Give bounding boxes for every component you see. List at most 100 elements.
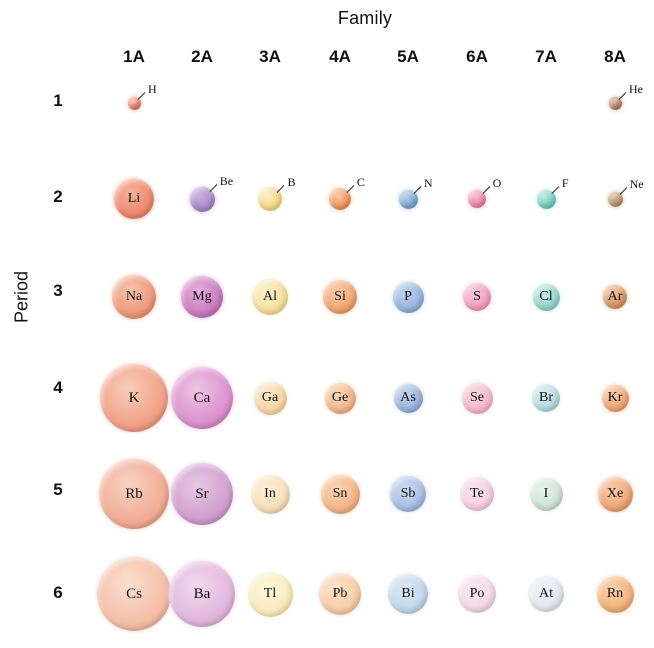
element-circle-tl: Tl (247, 571, 293, 617)
element-circle-po: Po (458, 575, 496, 613)
element-circle-i: I (529, 477, 563, 511)
leader-line-ne (619, 187, 628, 196)
element-symbol-k: K (128, 389, 140, 406)
element-circle-sr: Sr (171, 463, 233, 525)
family-header-8a: 8A (604, 47, 626, 66)
element-label-be: Be (219, 174, 234, 189)
element-circle-ba: Ba (169, 561, 235, 627)
family-axis-title: Family (337, 8, 393, 28)
element-symbol-i: I (543, 486, 549, 501)
element-circle-as: As (393, 383, 423, 413)
period-number-5: 5 (53, 480, 63, 499)
element-circle-ca: Ca (171, 367, 233, 429)
element-symbol-p: P (404, 289, 412, 304)
element-circle-n (398, 189, 418, 209)
element-symbol-br: Br (539, 390, 553, 405)
element-circle-c (329, 188, 351, 210)
element-circle-k: K (100, 364, 168, 432)
element-circle-rb: Rb (99, 459, 169, 529)
element-symbol-ba: Ba (193, 585, 211, 602)
element-circle-bi: Bi (388, 574, 428, 614)
element-circle-cs: Cs (97, 557, 171, 631)
element-circle-mg: Mg (181, 276, 223, 318)
family-header-1a: 1A (123, 47, 145, 66)
element-symbol-ge: Ge (331, 390, 349, 405)
element-circle-f (536, 189, 556, 209)
element-symbol-mg: Mg (192, 289, 212, 304)
family-header-4a: 4A (329, 47, 351, 66)
leader-line-be (209, 184, 218, 193)
family-header-7a: 7A (535, 47, 557, 66)
element-label-o: O (492, 176, 502, 191)
element-circle-li: Li (114, 179, 154, 219)
element-symbol-si: Si (334, 289, 346, 304)
period-number-6: 6 (53, 583, 63, 602)
leader-line-n (413, 186, 422, 195)
element-circle-se: Se (461, 382, 493, 414)
element-symbol-sn: Sn (332, 486, 348, 501)
element-circle-kr: Kr (601, 384, 629, 412)
period-number-3: 3 (53, 281, 63, 300)
element-circle-rn: Rn (596, 575, 634, 613)
element-symbol-as: As (400, 390, 416, 405)
element-circle-ge: Ge (324, 382, 356, 414)
element-circle-br: Br (532, 384, 560, 412)
element-circle-sn: Sn (320, 474, 360, 514)
element-label-f: F (561, 176, 569, 191)
element-circle-te: Te (460, 477, 494, 511)
period-number-2: 2 (53, 187, 63, 206)
leader-line-f (551, 186, 560, 195)
element-circle-xe: Xe (597, 476, 633, 512)
element-circle-cl: Cl (532, 283, 560, 311)
element-symbol-po: Po (469, 586, 485, 601)
element-circle-na: Na (112, 275, 156, 319)
element-symbol-te: Te (470, 486, 484, 501)
element-circle-sb: Sb (390, 476, 426, 512)
element-symbol-s: S (473, 289, 481, 304)
element-label-c: C (356, 175, 365, 190)
element-symbol-sb: Sb (400, 486, 416, 501)
element-symbol-al: Al (263, 289, 277, 304)
element-symbol-bi: Bi (401, 586, 415, 601)
element-symbol-na: Na (125, 289, 143, 304)
leader-line-h (137, 92, 146, 101)
element-circle-s: S (463, 283, 491, 311)
family-header-5a: 5A (397, 47, 419, 66)
element-symbol-ca: Ca (193, 389, 211, 406)
leader-line-he (618, 92, 627, 101)
element-symbol-cl: Cl (539, 289, 553, 304)
element-circle-ar: Ar (603, 285, 627, 309)
element-circle-in: In (250, 474, 290, 514)
element-label-h: H (148, 81, 157, 96)
element-symbol-se: Se (470, 390, 484, 405)
element-circle-ga: Ga (253, 381, 287, 415)
element-symbol-in: In (264, 486, 276, 501)
element-symbol-sr: Sr (195, 485, 209, 502)
element-symbol-ga: Ga (261, 390, 279, 405)
element-circle-ne (607, 191, 623, 207)
element-symbol-cs: Cs (126, 585, 142, 602)
leader-line-b (276, 184, 285, 193)
element-label-he: He (629, 81, 644, 96)
period-number-1: 1 (53, 91, 63, 110)
element-symbol-at: At (539, 586, 553, 601)
element-circle-at: At (528, 576, 564, 612)
element-circle-o (468, 190, 486, 208)
element-symbol-rn: Rn (606, 586, 624, 601)
element-circle-pb: Pb (319, 573, 361, 615)
element-label-b: B (287, 174, 296, 189)
element-symbol-tl: Tl (263, 586, 277, 601)
family-header-2a: 2A (191, 47, 213, 66)
element-label-n: N (423, 176, 433, 191)
leader-line-c (346, 185, 355, 194)
element-symbol-ar: Ar (607, 289, 623, 304)
element-symbol-kr: Kr (607, 390, 623, 405)
family-header-3a: 3A (259, 47, 281, 66)
element-symbol-xe: Xe (606, 486, 624, 501)
element-circle-si: Si (323, 280, 357, 314)
element-symbol-pb: Pb (332, 586, 348, 601)
period-axis-title: Period (11, 270, 32, 324)
element-circle-al: Al (252, 279, 288, 315)
element-label-ne: Ne (629, 177, 644, 192)
element-circle-he (608, 96, 622, 110)
